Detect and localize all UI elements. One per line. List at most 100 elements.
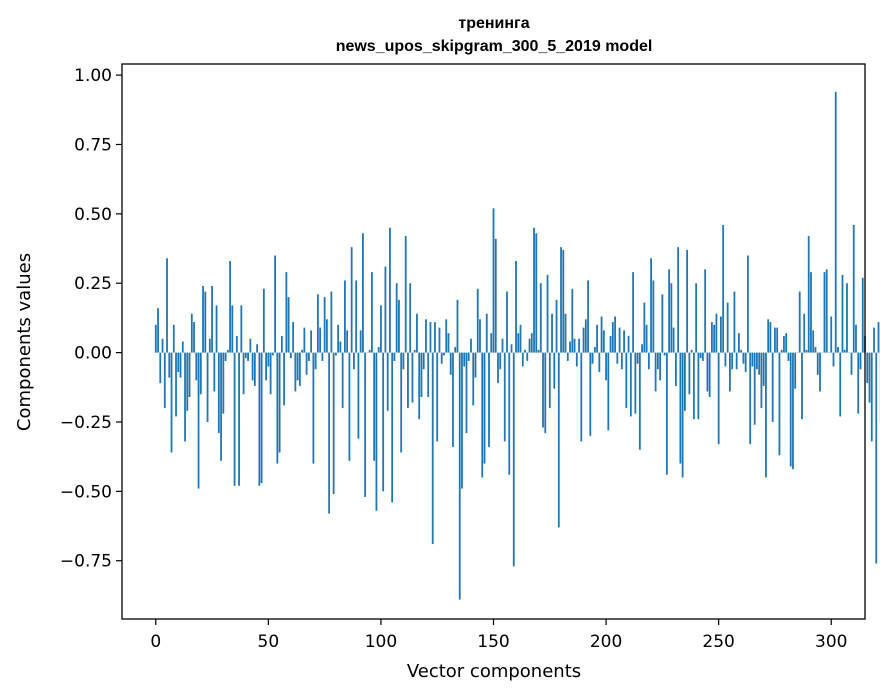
bar — [206, 352, 209, 422]
bar — [386, 352, 389, 411]
bar — [690, 349, 693, 353]
bar — [789, 352, 792, 467]
bar — [359, 330, 362, 353]
bar — [749, 352, 752, 445]
bar — [470, 338, 472, 353]
bar — [638, 352, 641, 450]
bar — [611, 322, 614, 353]
bar — [411, 352, 414, 403]
bar — [519, 324, 522, 353]
bar — [530, 333, 533, 353]
y-tick-label: −0.25 — [60, 413, 112, 433]
bar — [175, 352, 177, 417]
bar — [296, 352, 299, 381]
bar — [692, 352, 695, 420]
bar — [332, 352, 335, 495]
bar — [537, 349, 540, 353]
bar — [877, 322, 880, 353]
y-tick-label: −0.75 — [60, 552, 112, 572]
bar — [476, 288, 479, 353]
bar — [596, 324, 598, 353]
bar — [269, 352, 272, 395]
bar — [190, 313, 193, 353]
bar — [177, 352, 180, 373]
bar — [780, 349, 783, 353]
bar — [429, 322, 432, 353]
bar — [436, 352, 439, 442]
bar — [197, 352, 200, 489]
bar — [229, 261, 231, 353]
bar — [747, 255, 749, 353]
bar — [722, 224, 725, 353]
bar — [321, 352, 324, 361]
bar — [278, 352, 281, 453]
bar — [677, 247, 680, 353]
bar — [533, 227, 535, 353]
bar — [663, 352, 666, 356]
bar — [416, 313, 418, 353]
bar — [472, 352, 475, 406]
bar — [846, 283, 848, 353]
bar — [474, 352, 477, 378]
x-tick-label: 50 — [258, 632, 280, 652]
bar — [334, 352, 337, 356]
bar — [244, 352, 247, 359]
bar — [542, 352, 544, 428]
bar — [389, 227, 391, 353]
bar — [211, 286, 213, 353]
bar — [823, 272, 826, 353]
bar — [384, 266, 387, 353]
bar — [600, 316, 603, 353]
bar — [362, 233, 364, 353]
bar — [316, 294, 319, 353]
bar — [510, 344, 513, 353]
bar — [440, 352, 443, 364]
bar — [548, 352, 551, 409]
x-axis-label: Vector components — [407, 661, 581, 682]
bar — [801, 352, 803, 420]
bar — [172, 324, 175, 353]
bar — [776, 327, 779, 353]
bar — [555, 299, 558, 353]
bar — [753, 352, 756, 425]
chart-title-line1: тренинга — [458, 15, 529, 32]
bar — [380, 305, 382, 353]
bar — [339, 341, 342, 353]
bar — [494, 238, 497, 353]
bar — [726, 302, 729, 353]
bar — [810, 272, 812, 353]
bars-group — [154, 91, 880, 600]
bar — [661, 294, 664, 353]
bar — [208, 338, 211, 353]
bar — [607, 352, 610, 431]
bar — [875, 352, 878, 564]
bar — [584, 319, 587, 353]
bar — [240, 305, 243, 353]
bar — [517, 333, 520, 353]
bar — [398, 299, 400, 353]
bar — [668, 269, 671, 353]
bar — [357, 352, 360, 439]
bar — [449, 352, 452, 375]
bar — [463, 352, 466, 367]
bar — [701, 352, 704, 361]
bar — [544, 352, 547, 434]
bar — [557, 352, 560, 528]
bar — [355, 280, 358, 353]
bar — [830, 316, 833, 353]
bar — [375, 352, 378, 511]
x-tick-label: 250 — [702, 632, 734, 652]
bar — [314, 352, 317, 370]
bar — [560, 247, 562, 353]
bar — [271, 352, 274, 356]
bar — [161, 338, 164, 353]
bar — [850, 352, 853, 375]
bar — [652, 280, 655, 353]
bar — [287, 297, 290, 353]
bar — [337, 324, 340, 353]
bar — [303, 327, 306, 353]
bar — [679, 352, 682, 464]
x-tick-label: 0 — [150, 632, 161, 652]
bar — [593, 347, 596, 353]
bar — [575, 352, 578, 367]
